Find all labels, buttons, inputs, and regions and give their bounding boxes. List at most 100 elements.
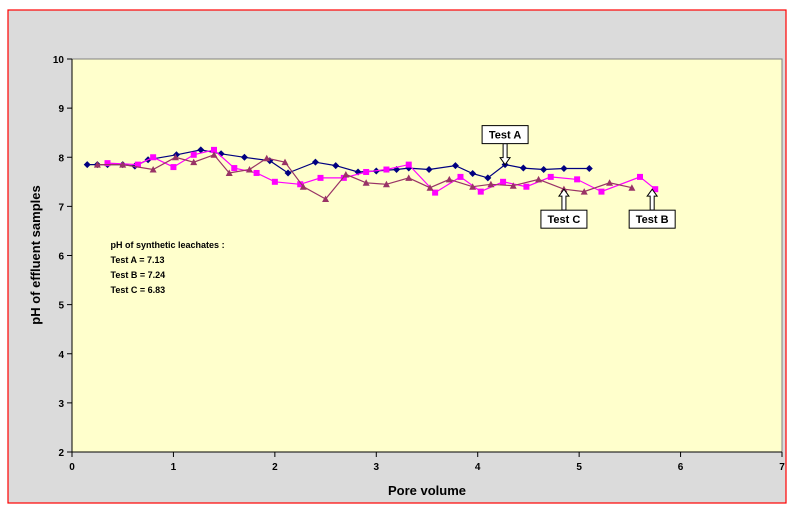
data-point: [580, 188, 588, 195]
note-line: Test A = 7.13: [111, 255, 165, 265]
x-tick-label: 5: [576, 462, 582, 473]
data-point: [628, 184, 636, 191]
data-point: [585, 165, 593, 173]
callout-test-a: Test A: [481, 125, 529, 166]
y-tick-label: 5: [58, 301, 64, 312]
x-axis-title: Pore volume: [388, 483, 466, 498]
note-line: Test B = 7.24: [111, 270, 166, 280]
data-point: [451, 162, 459, 170]
data-point: [637, 173, 643, 180]
data-point: [547, 173, 554, 180]
data-point: [83, 161, 91, 169]
data-point: [332, 162, 340, 170]
data-point: [149, 166, 157, 173]
callout-box: [540, 209, 588, 229]
x-tick-label: 0: [69, 462, 75, 473]
data-point: [342, 170, 350, 178]
data-point: [363, 168, 370, 175]
y-tick-label: 3: [58, 399, 64, 410]
data-point: [210, 151, 218, 158]
data-point: [523, 183, 530, 190]
data-point: [217, 150, 225, 158]
data-point: [281, 158, 289, 166]
plot-area: [71, 58, 783, 453]
data-point: [104, 160, 111, 167]
note-line: Test C = 6.83: [111, 285, 166, 295]
data-point: [93, 161, 101, 168]
data-point: [119, 161, 127, 168]
axes-layer: 0 1 2 3 4 5 6 7 2 3 4 5 6 7 8 9 10: [53, 55, 785, 473]
data-point: [560, 165, 568, 173]
data-point: [405, 174, 413, 181]
data-point: [469, 183, 477, 190]
data-point: [432, 189, 439, 196]
y-tick-label: 8: [58, 153, 64, 164]
data-point: [445, 175, 453, 183]
series-layer: [83, 146, 659, 203]
data-point: [340, 174, 347, 181]
callout-test-b: Test B: [628, 188, 676, 229]
data-point: [284, 169, 292, 177]
data-point: [231, 165, 238, 172]
callout-label: Test B: [636, 214, 669, 226]
callout-box: [628, 209, 676, 229]
x-tick-label: 6: [678, 462, 684, 473]
series-test-b: [104, 146, 659, 196]
annotation-layer: pH of synthetic leachates : Test A = 7.13…: [111, 125, 676, 295]
data-point: [171, 153, 179, 161]
x-tick-label: 4: [475, 462, 481, 473]
x-tick-label: 7: [779, 462, 785, 473]
note-line: pH of synthetic leachates :: [111, 240, 225, 250]
data-point: [469, 169, 477, 177]
data-point: [509, 182, 517, 189]
data-point: [197, 146, 205, 154]
data-point: [477, 188, 484, 195]
data-point: [540, 166, 548, 174]
data-point: [170, 164, 177, 171]
callout-box: [481, 125, 529, 145]
callout-arrow: [499, 143, 512, 166]
data-point: [246, 166, 253, 173]
data-point: [253, 169, 260, 176]
data-point: [271, 178, 278, 185]
data-point: [598, 188, 605, 195]
data-point: [362, 179, 370, 186]
x-tick-label: 3: [374, 462, 380, 473]
data-point: [211, 146, 217, 153]
data-point: [405, 161, 412, 168]
data-point: [383, 166, 390, 173]
data-point: [297, 181, 304, 188]
y-tick-label: 2: [58, 448, 64, 459]
data-point: [299, 183, 307, 190]
data-point: [382, 180, 390, 188]
data-point: [457, 173, 464, 180]
data-point: [263, 154, 271, 162]
data-point: [311, 158, 319, 166]
data-point: [487, 180, 495, 188]
y-tick-label: 10: [53, 55, 65, 66]
data-point: [225, 169, 233, 176]
callout-label: Test A: [489, 130, 521, 142]
data-point: [606, 179, 614, 186]
x-tick-label: 1: [171, 462, 177, 473]
y-axis-title: pH of effluent samples: [28, 185, 43, 324]
data-point: [425, 166, 433, 174]
x-tick-label: 2: [272, 462, 278, 473]
data-point: [535, 175, 543, 183]
callout-test-c: Test C: [540, 188, 588, 229]
y-tick-label: 9: [58, 104, 64, 115]
data-point: [519, 164, 527, 172]
y-tick-label: 6: [58, 252, 64, 263]
data-point: [574, 176, 581, 183]
y-tick-label: 4: [58, 350, 64, 361]
data-point: [150, 154, 157, 161]
data-point: [652, 186, 659, 193]
callout-label: Test C: [548, 214, 581, 226]
data-point: [190, 151, 197, 158]
y-tick-label: 7: [58, 202, 64, 213]
data-point: [190, 158, 198, 166]
data-point: [240, 153, 248, 161]
data-point: [484, 174, 492, 182]
series-line: [97, 154, 633, 200]
